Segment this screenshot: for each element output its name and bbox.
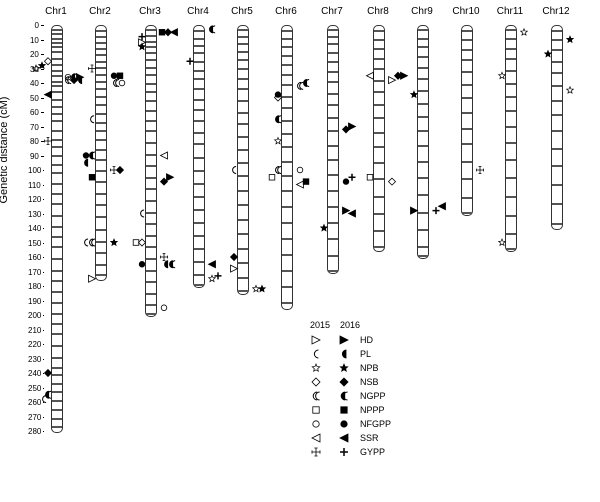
marker-HD-2015 (389, 77, 396, 84)
marker-NPPP-2016 (159, 29, 165, 35)
marker-PL-2016 (79, 77, 83, 84)
legend-row: NSB (310, 376, 379, 388)
marker-GYPP-2016 (187, 58, 194, 65)
marker-SSR-2015 (367, 72, 374, 79)
marker-NPB-2016 (545, 51, 552, 57)
marker-NFGPP-2015 (119, 80, 125, 86)
genetic-map-chart: Genetic distance (cM) 010203040506070809… (0, 0, 600, 502)
marker-NPB-2015 (567, 87, 574, 93)
marker-GYPP-2016 (215, 272, 222, 279)
marker-HD-2015 (231, 265, 238, 272)
marker-NFGPP-2016 (275, 92, 281, 98)
marker-NPB-2015 (33, 65, 40, 71)
marker-NSB-2015 (45, 58, 52, 65)
marker-NFGPP-2015 (297, 167, 303, 173)
marker-NPB-2015 (499, 239, 506, 245)
marker-HD-2016 (343, 207, 350, 214)
legend-row: GYPP (310, 446, 385, 458)
marker-NGPP-2015 (114, 80, 120, 87)
marker-NGPP-2016 (210, 26, 216, 33)
legend-label: HD (360, 335, 373, 345)
marker-GYPP-2016 (349, 174, 356, 181)
marker-NPB-2015 (521, 29, 528, 35)
marker-NFGPP-2016 (139, 261, 145, 267)
legend-header-2016: 2016 (340, 320, 360, 330)
marker-SSR-2016 (439, 203, 446, 210)
marker-PL-2016 (165, 261, 169, 268)
marker-HD-2015 (89, 275, 96, 282)
marker-GYPP-2015 (477, 167, 484, 174)
marker-NGPP-2015 (276, 167, 282, 174)
marker-SSR-2016 (349, 210, 356, 217)
marker-NFGPP-2016 (83, 153, 89, 159)
marker-PL-2015 (141, 210, 145, 217)
marker-NGPP-2016 (46, 391, 52, 398)
marker-PL-2016 (85, 159, 89, 166)
marker-NSB-2016 (165, 29, 172, 36)
marker-NGPP-2016 (276, 116, 282, 123)
marker-NPB-2015 (253, 285, 260, 291)
legend-header-2015: 2015 (310, 320, 330, 330)
marker-NPB-2016 (567, 36, 574, 42)
marker-NPB-2016 (411, 91, 418, 97)
marker-HD-2016 (411, 207, 418, 214)
marker-GYPP-2015 (89, 65, 96, 72)
marker-NGPP-2015 (298, 82, 304, 89)
marker-NGPP-2016 (304, 80, 310, 87)
marker-NPB-2015 (275, 138, 282, 144)
legend-row: NGPP (310, 390, 386, 402)
legend-row: NPPP (310, 404, 385, 416)
marker-SSR-2015 (161, 152, 168, 159)
marker-NPB-2016 (139, 43, 146, 49)
legend-row: PL (310, 348, 371, 360)
marker-NPPP-2016 (303, 179, 309, 185)
marker-NPB-2016 (111, 239, 118, 245)
marker-PL-2015 (91, 116, 95, 123)
marker-NFGPP-2016 (111, 73, 117, 79)
legend-row: HD (310, 334, 373, 346)
marker-NGPP-2016 (90, 152, 96, 159)
marker-NFGPP-2015 (161, 305, 167, 311)
marker-NGPP-2015 (90, 239, 96, 246)
legend-row: SSR (310, 432, 379, 444)
marker-SSR-2016 (45, 91, 52, 98)
marker-NPB-2015 (209, 275, 216, 281)
marker-PL-2015 (85, 239, 89, 246)
marker-NPB-2015 (499, 72, 506, 78)
marker-NSB-2016 (45, 370, 52, 377)
legend-label: NPB (360, 363, 379, 373)
marker-GYPP-2016 (433, 207, 440, 214)
marker-NPPP-2016 (117, 73, 123, 79)
legend-label: NPPP (360, 405, 385, 415)
marker-GYPP-2015 (111, 167, 118, 174)
marker-NGPP-2016 (170, 261, 176, 268)
legend-label: NGPP (360, 391, 386, 401)
marker-NPPP-2015 (367, 174, 373, 180)
legend-row: NFGPP (310, 418, 391, 430)
marker-NFGPP-2016 (343, 179, 349, 185)
marker-NPPP-2015 (269, 174, 275, 180)
marker-SSR-2016 (209, 261, 216, 268)
marker-NSB-2016 (231, 254, 238, 261)
legend-row: NPB (310, 362, 379, 374)
marker-layer (0, 0, 600, 502)
marker-SSR-2015 (297, 181, 304, 188)
legend-label: GYPP (360, 447, 385, 457)
marker-NSB-2015 (139, 239, 146, 246)
legend-label: NSB (360, 377, 379, 387)
marker-GYPP-2015 (161, 254, 168, 261)
marker-HD-2016 (167, 174, 174, 181)
marker-NPB-2016 (259, 285, 266, 291)
marker-NPB-2016 (321, 225, 328, 231)
legend-label: SSR (360, 433, 379, 443)
legend-label: PL (360, 349, 371, 359)
marker-GYPP-2015 (45, 138, 52, 145)
legend-label: NFGPP (360, 419, 391, 429)
marker-NSB-2015 (389, 178, 396, 185)
marker-NPPP-2016 (89, 174, 95, 180)
marker-PL-2015 (233, 167, 237, 174)
